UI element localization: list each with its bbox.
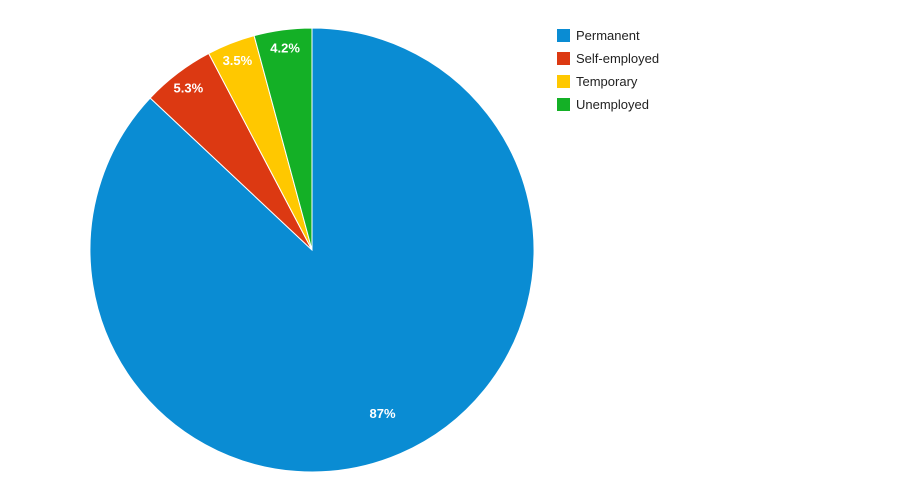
pie-label-permanent: 87% bbox=[370, 406, 396, 421]
legend-label-permanent: Permanent bbox=[576, 28, 640, 43]
legend-swatch-permanent bbox=[557, 29, 570, 42]
legend-swatch-unemployed bbox=[557, 98, 570, 111]
legend-swatch-self-employed bbox=[557, 52, 570, 65]
pie-slice-unemployed[interactable] bbox=[253, 27, 313, 251]
legend-item-self-employed[interactable]: Self-employed bbox=[557, 47, 659, 70]
legend-item-temporary[interactable]: Temporary bbox=[557, 70, 659, 93]
pie-slices bbox=[89, 27, 535, 473]
pie-slice-labels: 87% 5.3% 3.5% 4.2% bbox=[174, 41, 396, 421]
legend-label-temporary: Temporary bbox=[576, 74, 638, 89]
pie-label-self-employed: 5.3% bbox=[174, 80, 204, 95]
legend-item-unemployed[interactable]: Unemployed bbox=[557, 93, 659, 116]
legend-swatch-temporary bbox=[557, 75, 570, 88]
pie-label-temporary: 3.5% bbox=[223, 53, 253, 68]
pie-label-unemployed: 4.2% bbox=[270, 41, 300, 56]
legend: Permanent Self-employed Temporary Unempl… bbox=[557, 24, 659, 116]
legend-label-unemployed: Unemployed bbox=[576, 97, 649, 112]
legend-item-permanent[interactable]: Permanent bbox=[557, 24, 659, 47]
legend-label-self-employed: Self-employed bbox=[576, 51, 660, 66]
